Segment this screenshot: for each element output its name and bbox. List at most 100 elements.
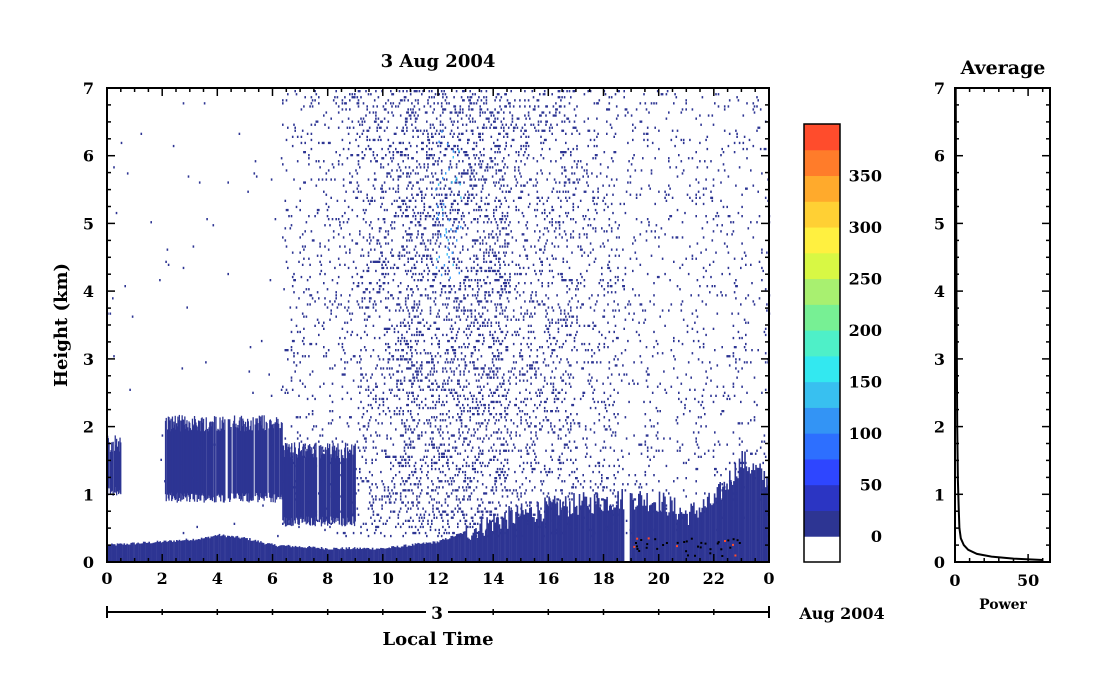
heatmap-cell [341, 108, 344, 111]
heatmap-cell [522, 266, 525, 270]
heatmap-cell [392, 546, 395, 562]
heatmap-cell [473, 394, 475, 397]
heatmap-cell [444, 245, 447, 248]
heatmap-cell [438, 542, 440, 562]
heatmap-cell [401, 333, 403, 337]
heatmap-cell [308, 470, 310, 474]
heatmap-cell [363, 547, 366, 562]
heatmap-cell [391, 294, 393, 297]
heatmap-cell [483, 410, 485, 413]
heatmap-cell [329, 394, 331, 397]
heatmap-cell [360, 525, 362, 529]
heatmap-cell [505, 333, 507, 337]
heatmap-cell [411, 187, 413, 190]
heatmap-cell [724, 489, 727, 562]
heatmap-cell [418, 516, 421, 519]
heatmap-cell [308, 474, 310, 477]
heatmap-cell [346, 330, 349, 334]
heatmap-cell [505, 218, 507, 221]
heatmap-cell [264, 430, 267, 494]
heatmap-cell [417, 172, 419, 175]
heatmap-cell [333, 445, 336, 524]
heatmap-cell [414, 218, 417, 221]
heatmap-cell [494, 315, 496, 318]
heatmap-cell [551, 254, 553, 257]
heatmap-cell [367, 394, 370, 397]
heatmap-cell [397, 151, 400, 154]
heatmap-cell [532, 467, 535, 471]
heatmap-cell [316, 291, 319, 294]
heatmap-cell [372, 349, 375, 352]
heatmap-cell [359, 306, 361, 309]
heatmap-cell [407, 394, 409, 397]
heatmap-cell [495, 489, 498, 492]
heatmap-cell [360, 400, 362, 404]
heatmap-cell [509, 291, 511, 294]
heatmap-cell [235, 423, 237, 499]
heatmap-cell [536, 504, 539, 507]
heatmap-cell [426, 215, 428, 218]
heatmap-cell [427, 279, 429, 282]
heatmap-cell [235, 536, 237, 562]
heatmap-cell [367, 425, 370, 428]
heatmap-cell [468, 495, 470, 498]
heatmap-cell [418, 437, 421, 440]
heatmap-cell [476, 269, 479, 273]
heatmap-cell [314, 443, 316, 446]
heatmap-cells [107, 90, 771, 562]
heatmap-cell [315, 457, 318, 521]
heatmap-cell [418, 519, 421, 522]
heatmap-cell [499, 144, 501, 148]
heatmap-cell [404, 324, 407, 327]
heatmap-cell [428, 205, 431, 209]
heatmap-cell [444, 272, 447, 276]
heatmap-cell [478, 333, 480, 337]
heatmap-cell [506, 443, 509, 446]
heatmap-cell [357, 154, 360, 157]
heatmap-cell [448, 166, 450, 169]
heatmap-cell [314, 90, 316, 93]
heatmap-cell [491, 489, 494, 492]
heatmap-cell [311, 413, 314, 416]
heatmap-cell [270, 394, 273, 397]
heatmap-cell [380, 470, 382, 474]
heatmap-cell [548, 333, 551, 337]
heatmap-cell [393, 272, 396, 276]
heatmap-cell [546, 504, 548, 507]
heatmap-cell [360, 379, 362, 382]
heatmap-cell [346, 391, 349, 394]
heatmap-cell [470, 172, 473, 175]
heatmap-cell [481, 184, 484, 187]
heatmap-cell [496, 370, 499, 373]
heatmap-cell [519, 266, 521, 270]
heatmap-cell [476, 218, 479, 221]
heatmap-cell [427, 385, 429, 388]
heatmap-cell [495, 431, 498, 434]
heatmap-cell [495, 517, 498, 562]
heatmap-cell [357, 282, 360, 285]
heatmap-cell [294, 129, 296, 132]
heatmap-cell [445, 306, 448, 309]
heatmap-cell [475, 254, 478, 257]
heatmap-cell [419, 190, 422, 193]
heatmap-cell [385, 272, 387, 276]
heatmap-cell [372, 151, 375, 154]
heatmap-cell [370, 239, 372, 242]
heatmap-cell [510, 431, 512, 434]
heatmap-cell [251, 540, 254, 562]
heatmap-cell [402, 90, 404, 93]
heatmap-cell [740, 467, 742, 562]
heatmap-cell [406, 215, 408, 218]
heatmap-cell [351, 175, 354, 178]
heatmap-cell [480, 528, 483, 532]
heatmap-cell [536, 355, 539, 358]
heatmap-cell [727, 489, 730, 562]
heatmap-cell [304, 443, 306, 446]
heatmap-cell [351, 93, 354, 96]
heatmap-cell [414, 126, 417, 129]
heatmap-cell [454, 291, 457, 294]
heatmap-cell [421, 272, 423, 276]
heatmap-cell [409, 221, 412, 224]
heatmap-cell [458, 266, 460, 270]
heatmap-cell [447, 458, 449, 461]
